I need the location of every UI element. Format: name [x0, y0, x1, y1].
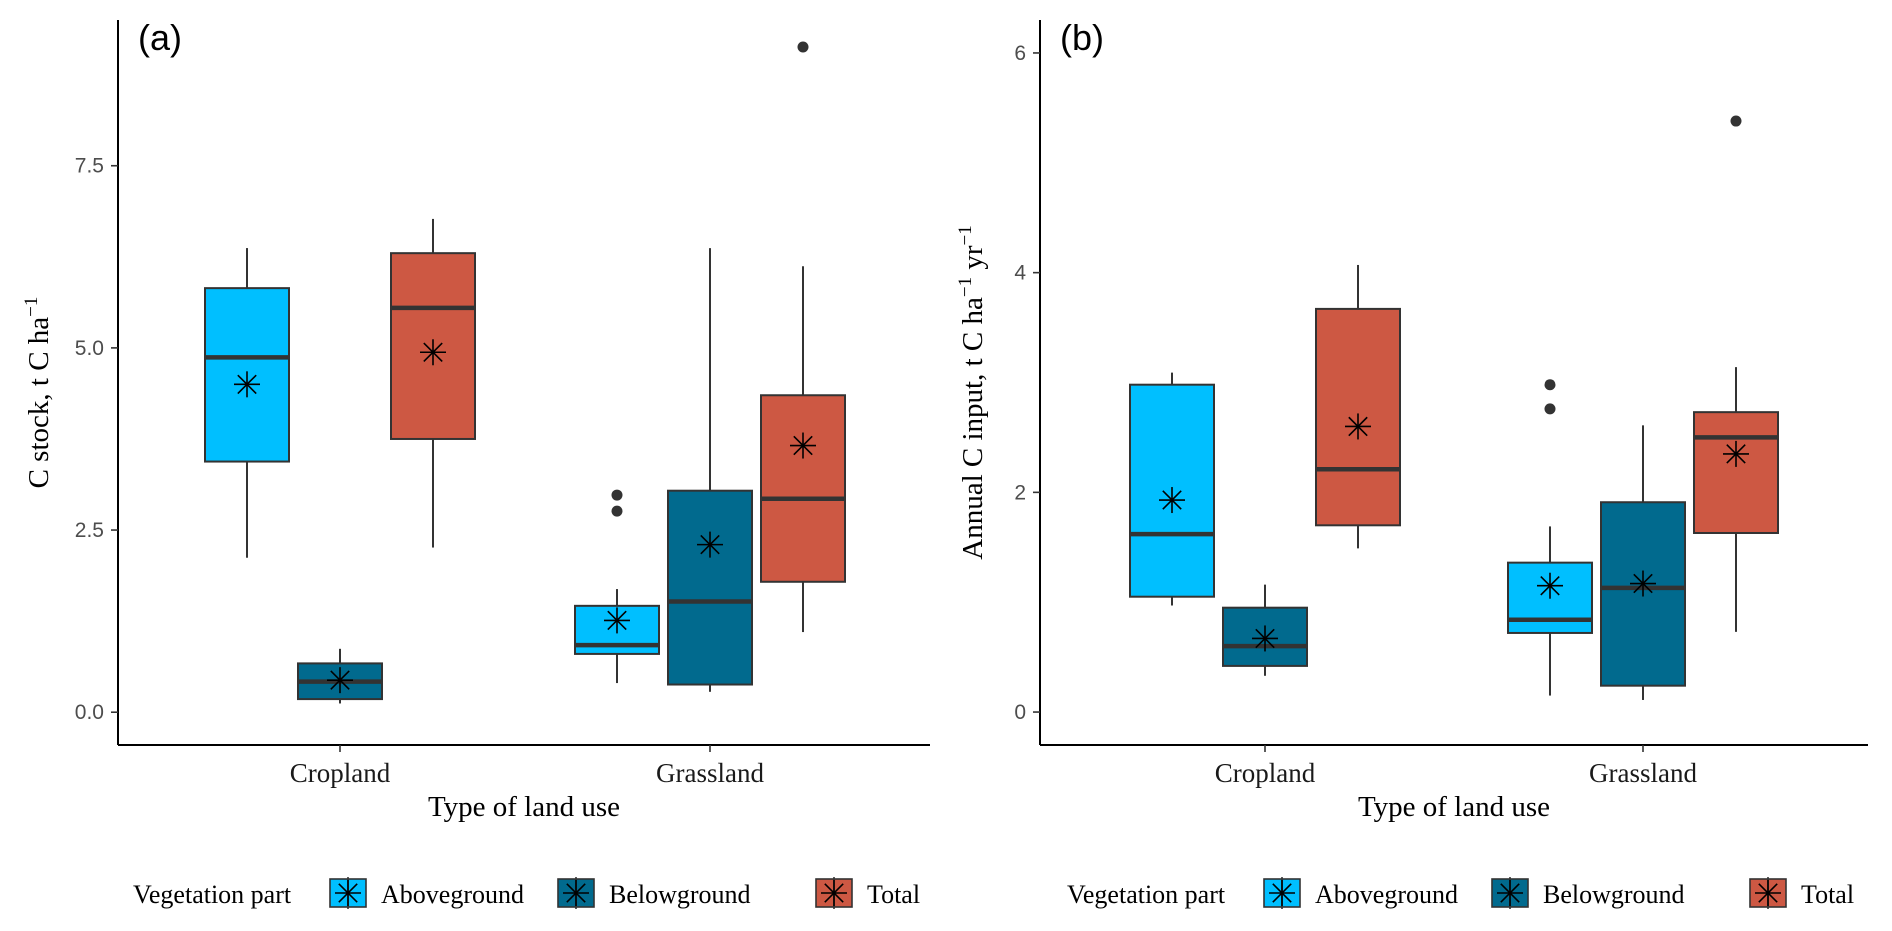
legend-a: Vegetation part Aboveground Belowground Tot…: [133, 877, 920, 909]
legend-mean-marker: [1269, 880, 1295, 906]
mean-marker: [1537, 572, 1563, 599]
mean-marker: [1159, 487, 1185, 514]
y-tick-label: 5.0: [75, 337, 104, 360]
y-tick-label: 0.0: [75, 701, 104, 724]
legend-label: Aboveground: [381, 880, 524, 909]
legend-mean-marker: [821, 880, 847, 906]
legend-item-aboveground: Aboveground: [1263, 877, 1458, 909]
box-aboveground-grassland: [574, 489, 660, 684]
box-belowground-grassland: [1600, 425, 1686, 700]
legend-mean-marker: [1497, 880, 1523, 906]
mean-marker: [1345, 413, 1371, 440]
legend-item-belowground: Belowground: [557, 877, 751, 909]
box-total-grassland: [1693, 115, 1779, 632]
box-total-grassland: [760, 41, 846, 633]
legend-label: Total: [1801, 880, 1854, 909]
box-belowground-grassland: [667, 248, 753, 692]
legend-title: Vegetation part: [1067, 880, 1226, 909]
box-belowground-cropland: [1222, 584, 1308, 676]
mean-marker: [1723, 440, 1749, 467]
legend-title: Vegetation part: [133, 880, 292, 909]
y-axis-title: Annual C input, t C ha−1 yr−1: [955, 225, 989, 559]
y-tick-label: 2.5: [75, 519, 104, 542]
y-tick-label: 2: [1014, 481, 1026, 504]
x-axis-title: Type of land use: [1358, 791, 1550, 823]
mean-marker: [790, 432, 816, 459]
panel-b: 0 2 4 6 Cropland Grassland Type of land use Ann…: [955, 17, 1868, 823]
mean-marker: [234, 371, 260, 398]
y-tick-label: 4: [1014, 262, 1026, 285]
x-tick-label-grassland: Grassland: [1589, 758, 1697, 788]
mean-marker: [604, 607, 630, 634]
legend-label: Belowground: [609, 880, 751, 909]
panel-label: (a): [138, 17, 182, 58]
box-iqr: [1693, 411, 1779, 534]
y-tick-label: 7.5: [75, 155, 104, 178]
legend-item-belowground: Belowground: [1491, 877, 1685, 909]
y-axis-title: C stock, t C ha−1: [21, 297, 55, 489]
mean-marker: [327, 667, 353, 694]
mean-marker: [420, 339, 446, 366]
legend-label: Aboveground: [1315, 880, 1458, 909]
box-belowground-cropland: [297, 648, 383, 704]
x-tick-label-grassland: Grassland: [656, 758, 764, 788]
y-tick-label: 0: [1014, 701, 1026, 724]
x-axis-title: Type of land use: [428, 791, 620, 823]
outlier-point: [611, 489, 623, 501]
box-aboveground-grassland: [1507, 379, 1593, 696]
legend-item-total: Total: [1749, 877, 1854, 909]
legend-label: Belowground: [1543, 880, 1685, 909]
outlier-point: [1544, 379, 1556, 391]
outlier-point: [797, 41, 809, 53]
legend-b: Vegetation part Aboveground Belowground Tot…: [1067, 877, 1854, 909]
panel-a: 0.0 2.5 5.0 7.5 Cropland Grassland Type of lan…: [21, 17, 930, 823]
mean-marker: [697, 531, 723, 558]
box-total-cropland: [390, 218, 476, 548]
box-iqr: [760, 394, 846, 583]
x-tick-label-cropland: Cropland: [1215, 758, 1316, 788]
outlier-point: [611, 505, 623, 517]
panel-label: (b): [1060, 17, 1104, 58]
box-total-cropland: [1315, 264, 1401, 549]
outlier-point: [1544, 403, 1556, 415]
legend-item-total: Total: [815, 877, 920, 909]
legend-label: Total: [867, 880, 920, 909]
mean-marker: [1252, 625, 1278, 652]
outlier-point: [1730, 115, 1742, 127]
x-tick-label-cropland: Cropland: [290, 758, 391, 788]
legend-mean-marker: [335, 880, 361, 906]
mean-marker: [1630, 570, 1656, 597]
y-tick-label: 6: [1014, 42, 1026, 65]
legend-mean-marker: [563, 880, 589, 906]
box-aboveground-cropland: [204, 248, 290, 558]
box-aboveground-cropland: [1129, 372, 1215, 606]
legend-item-aboveground: Aboveground: [329, 877, 524, 909]
legend-mean-marker: [1755, 880, 1781, 906]
box-iqr: [667, 489, 753, 686]
